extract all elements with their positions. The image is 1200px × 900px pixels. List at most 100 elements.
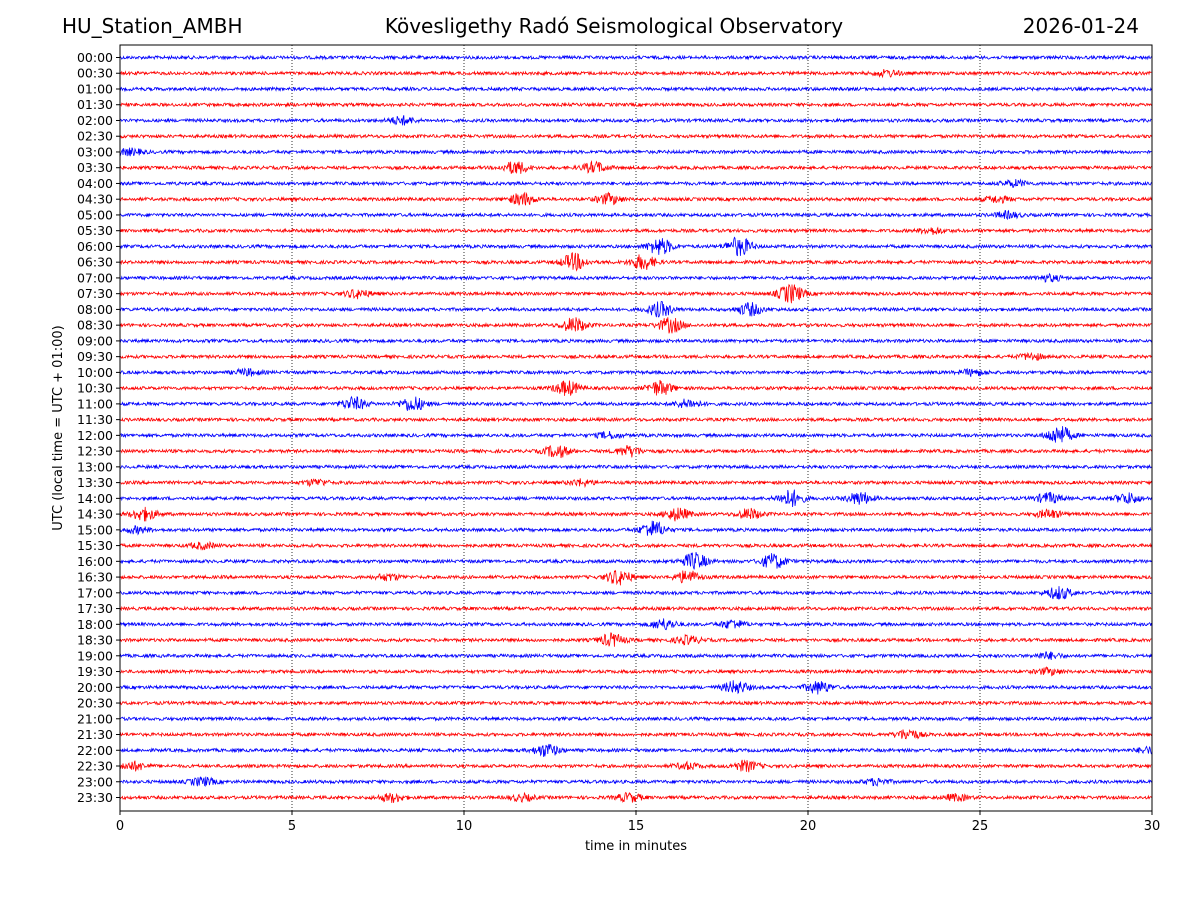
x-tick-label: 25 <box>972 819 989 834</box>
trace-2000 <box>119 680 1152 695</box>
y-tick-label: 20:30 <box>77 696 113 711</box>
y-tick-label: 01:00 <box>77 81 113 96</box>
y-tick-label: 15:30 <box>77 538 113 553</box>
y-axis-label: UTC (local time = UTC + 01:00) <box>51 325 66 530</box>
y-tick-label: 03:00 <box>77 144 113 159</box>
trace-1130 <box>119 416 1152 423</box>
trace-0500 <box>119 209 1152 221</box>
y-tick-label: 21:30 <box>77 727 113 742</box>
trace-2200 <box>119 743 1152 757</box>
plot-area <box>120 45 1152 811</box>
trace-2030 <box>119 699 1152 707</box>
trace-1000 <box>119 367 1152 377</box>
y-tick-label: 07:30 <box>77 286 113 301</box>
trace-1900 <box>119 651 1152 661</box>
y-tick-label: 06:00 <box>77 239 113 254</box>
y-tick-label: 00:30 <box>77 66 113 81</box>
y-tick-label: 20:00 <box>77 680 113 695</box>
y-tick-label: 08:00 <box>77 302 113 317</box>
y-tick-label: 02:00 <box>77 113 113 128</box>
x-tick-label: 20 <box>800 819 817 834</box>
y-tick-label: 09:00 <box>77 333 113 348</box>
x-tick-label: 10 <box>456 819 473 834</box>
trace-1300 <box>119 463 1152 470</box>
trace-0100 <box>119 85 1152 93</box>
y-tick-label: 22:30 <box>77 759 113 774</box>
y-tick-label: 07:00 <box>77 270 113 285</box>
trace-1600 <box>119 552 1152 570</box>
y-tick-label: 00:00 <box>77 50 113 65</box>
trace-0200 <box>119 115 1152 126</box>
trace-1730 <box>119 605 1152 612</box>
y-tick-label: 16:00 <box>77 554 113 569</box>
trace-1500 <box>119 520 1152 536</box>
y-tick-label: 10:00 <box>77 365 113 380</box>
y-tick-label: 19:30 <box>77 664 113 679</box>
trace-1700 <box>119 586 1152 600</box>
trace-1400 <box>119 489 1152 508</box>
y-tick-label: 17:00 <box>77 585 113 600</box>
traces-group <box>119 54 1152 803</box>
y-tick-label: 08:30 <box>77 318 113 333</box>
y-tick-label: 22:00 <box>77 743 113 758</box>
trace-0830 <box>119 317 1152 334</box>
trace-2100 <box>119 715 1152 722</box>
trace-1530 <box>119 540 1152 551</box>
y-axis-ticks: 00:0000:3001:0001:3002:0002:3003:0003:30… <box>77 50 120 805</box>
y-tick-label: 02:30 <box>77 129 113 144</box>
x-tick-label: 15 <box>628 819 645 834</box>
trace-2330 <box>119 791 1152 803</box>
trace-0930 <box>119 351 1152 362</box>
y-tick-label: 18:30 <box>77 633 113 648</box>
x-tick-label: 30 <box>1144 819 1161 834</box>
y-tick-label: 14:00 <box>77 491 113 506</box>
station-name: HU_Station_AMBH <box>62 14 243 38</box>
y-tick-label: 16:30 <box>77 570 113 585</box>
trace-1800 <box>119 618 1152 631</box>
y-tick-label: 23:30 <box>77 790 113 805</box>
x-tick-label: 5 <box>288 819 296 834</box>
x-axis-label: time in minutes <box>585 839 687 854</box>
trace-1430 <box>119 506 1152 522</box>
trace-1230 <box>119 444 1152 459</box>
trace-0730 <box>119 283 1152 304</box>
y-tick-label: 04:00 <box>77 176 113 191</box>
y-tick-label: 03:30 <box>77 160 113 175</box>
trace-0030 <box>119 68 1152 79</box>
y-tick-label: 21:00 <box>77 711 113 726</box>
trace-2300 <box>119 776 1152 787</box>
y-tick-label: 23:00 <box>77 774 113 789</box>
trace-0530 <box>119 226 1152 236</box>
trace-0600 <box>119 236 1152 257</box>
y-tick-label: 14:30 <box>77 507 113 522</box>
y-tick-label: 05:00 <box>77 207 113 222</box>
y-tick-label: 12:30 <box>77 444 113 459</box>
trace-0800 <box>119 301 1152 318</box>
trace-0630 <box>119 252 1152 272</box>
y-tick-label: 10:30 <box>77 381 113 396</box>
x-axis-ticks: 0 5 10 15 20 25 30 <box>116 811 1160 834</box>
trace-0000 <box>119 54 1152 61</box>
trace-1830 <box>119 632 1152 647</box>
observatory-title: Kövesligethy Radó Seismological Observat… <box>384 14 844 38</box>
y-tick-label: 13:00 <box>77 459 113 474</box>
trace-0400 <box>119 178 1152 188</box>
trace-0430 <box>119 191 1152 206</box>
y-tick-label: 01:30 <box>77 97 113 112</box>
trace-0700 <box>119 272 1152 283</box>
trace-0900 <box>119 337 1152 344</box>
y-tick-label: 09:30 <box>77 349 113 364</box>
record-date: 2026-01-24 <box>1022 14 1139 38</box>
y-tick-label: 11:00 <box>77 396 113 411</box>
trace-2130 <box>119 729 1152 740</box>
trace-0300 <box>119 147 1152 157</box>
trace-0230 <box>119 133 1152 140</box>
y-tick-label: 18:00 <box>77 617 113 632</box>
x-tick-label: 0 <box>116 819 124 834</box>
y-tick-label: 15:00 <box>77 522 113 537</box>
trace-2230 <box>119 759 1152 773</box>
trace-1100 <box>119 395 1152 411</box>
trace-0130 <box>119 101 1152 108</box>
trace-1630 <box>119 569 1152 586</box>
y-tick-label: 05:30 <box>77 223 113 238</box>
